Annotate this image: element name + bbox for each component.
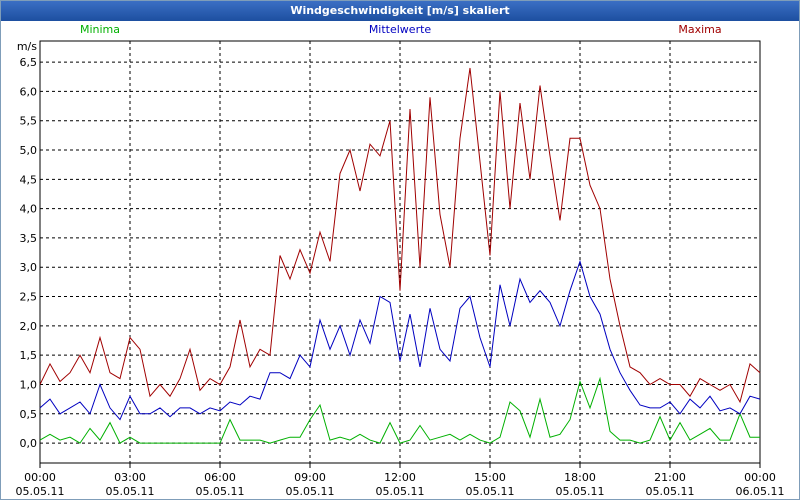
chart: 0,0 0,5 1,0 1,5 2,0 2,5 3,0 3,5 4,0 4,5 5,0 5,5 6,0 6…	[16, 23, 785, 498]
y-axis-label: m/s	[17, 40, 37, 53]
series-line	[39, 259, 761, 421]
y-tick-label: 6,0	[20, 85, 38, 98]
legend-entry: Mittelwerte	[369, 23, 432, 36]
x-tick-label: 12:00 05.05.11	[376, 471, 425, 498]
x-tick-label: 03:00 05.05.11	[106, 471, 155, 498]
x-tick-label: 06:00 05.05.11	[196, 471, 245, 498]
legend-entry: Minima	[80, 23, 120, 36]
x-tick-label: 00:00 06.05.11	[736, 471, 785, 498]
series-line	[39, 376, 760, 444]
x-tick-label: 15:00 05.05.11	[466, 471, 515, 498]
x-tick-label: 18:00 05.05.11	[556, 471, 605, 498]
y-tick-label: 0,5	[20, 408, 38, 421]
x-tick-label: 21:00 05.05.11	[646, 471, 695, 498]
y-tick-label: 2,5	[20, 291, 38, 304]
y-tick-label: 0,0	[20, 437, 38, 450]
y-tick-label: 2,0	[20, 320, 38, 333]
y-tick-label: 4,0	[20, 203, 38, 216]
y-tick-label: 1,0	[20, 378, 38, 391]
y-tick-label: 3,5	[20, 232, 38, 245]
y-tick-label: 6,5	[20, 56, 38, 69]
y-tick-label: 3,0	[20, 261, 38, 274]
legend-entry: Maxima	[678, 23, 721, 36]
y-tick-label: 1,5	[20, 349, 38, 362]
x-tick-label: 09:00 05.05.11	[286, 471, 335, 498]
y-tick-label: 5,0	[20, 144, 38, 157]
series-line	[39, 67, 761, 404]
y-tick-label: 4,5	[20, 173, 38, 186]
x-tick-label: 00:00 05.05.11	[16, 471, 65, 498]
y-tick-label: 5,5	[20, 115, 38, 128]
window-title: Windgeschwindigkeit [m/s] skaliert	[1, 1, 799, 21]
